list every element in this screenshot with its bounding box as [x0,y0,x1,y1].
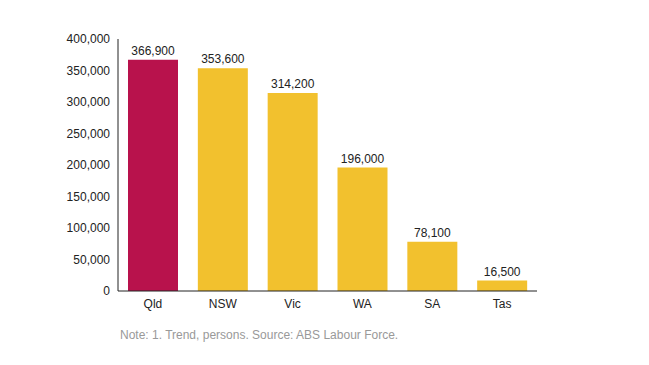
svg-text:0: 0 [103,284,110,298]
svg-text:Vic: Vic [284,297,300,311]
svg-text:50,000: 50,000 [73,253,110,267]
svg-text:16,500: 16,500 [484,265,521,279]
svg-text:Qld: Qld [144,297,163,311]
svg-text:SA: SA [424,297,440,311]
svg-text:300,000: 300,000 [67,95,111,109]
svg-text:314,200: 314,200 [271,77,315,91]
html-text:Note: 1. Trend, persons. Sourc: Note: 1. Trend, persons. Source: ABS Lab… [120,328,399,342]
svg-text:366,900: 366,900 [131,44,175,58]
svg-text:350,000: 350,000 [67,64,111,78]
svg-text:78,100: 78,100 [414,226,451,240]
svg-text:NSW: NSW [209,297,238,311]
svg-text:100,000: 100,000 [67,221,111,235]
svg-text:150,000: 150,000 [67,190,111,204]
svg-text:Tas: Tas [493,297,512,311]
svg-text:250,000: 250,000 [67,127,111,141]
svg-text:WA: WA [353,297,372,311]
svg-text:400,000: 400,000 [67,32,111,46]
svg-text:353,600: 353,600 [201,52,245,66]
svg-text:200,000: 200,000 [67,158,111,172]
svg-text:196,000: 196,000 [341,152,385,166]
